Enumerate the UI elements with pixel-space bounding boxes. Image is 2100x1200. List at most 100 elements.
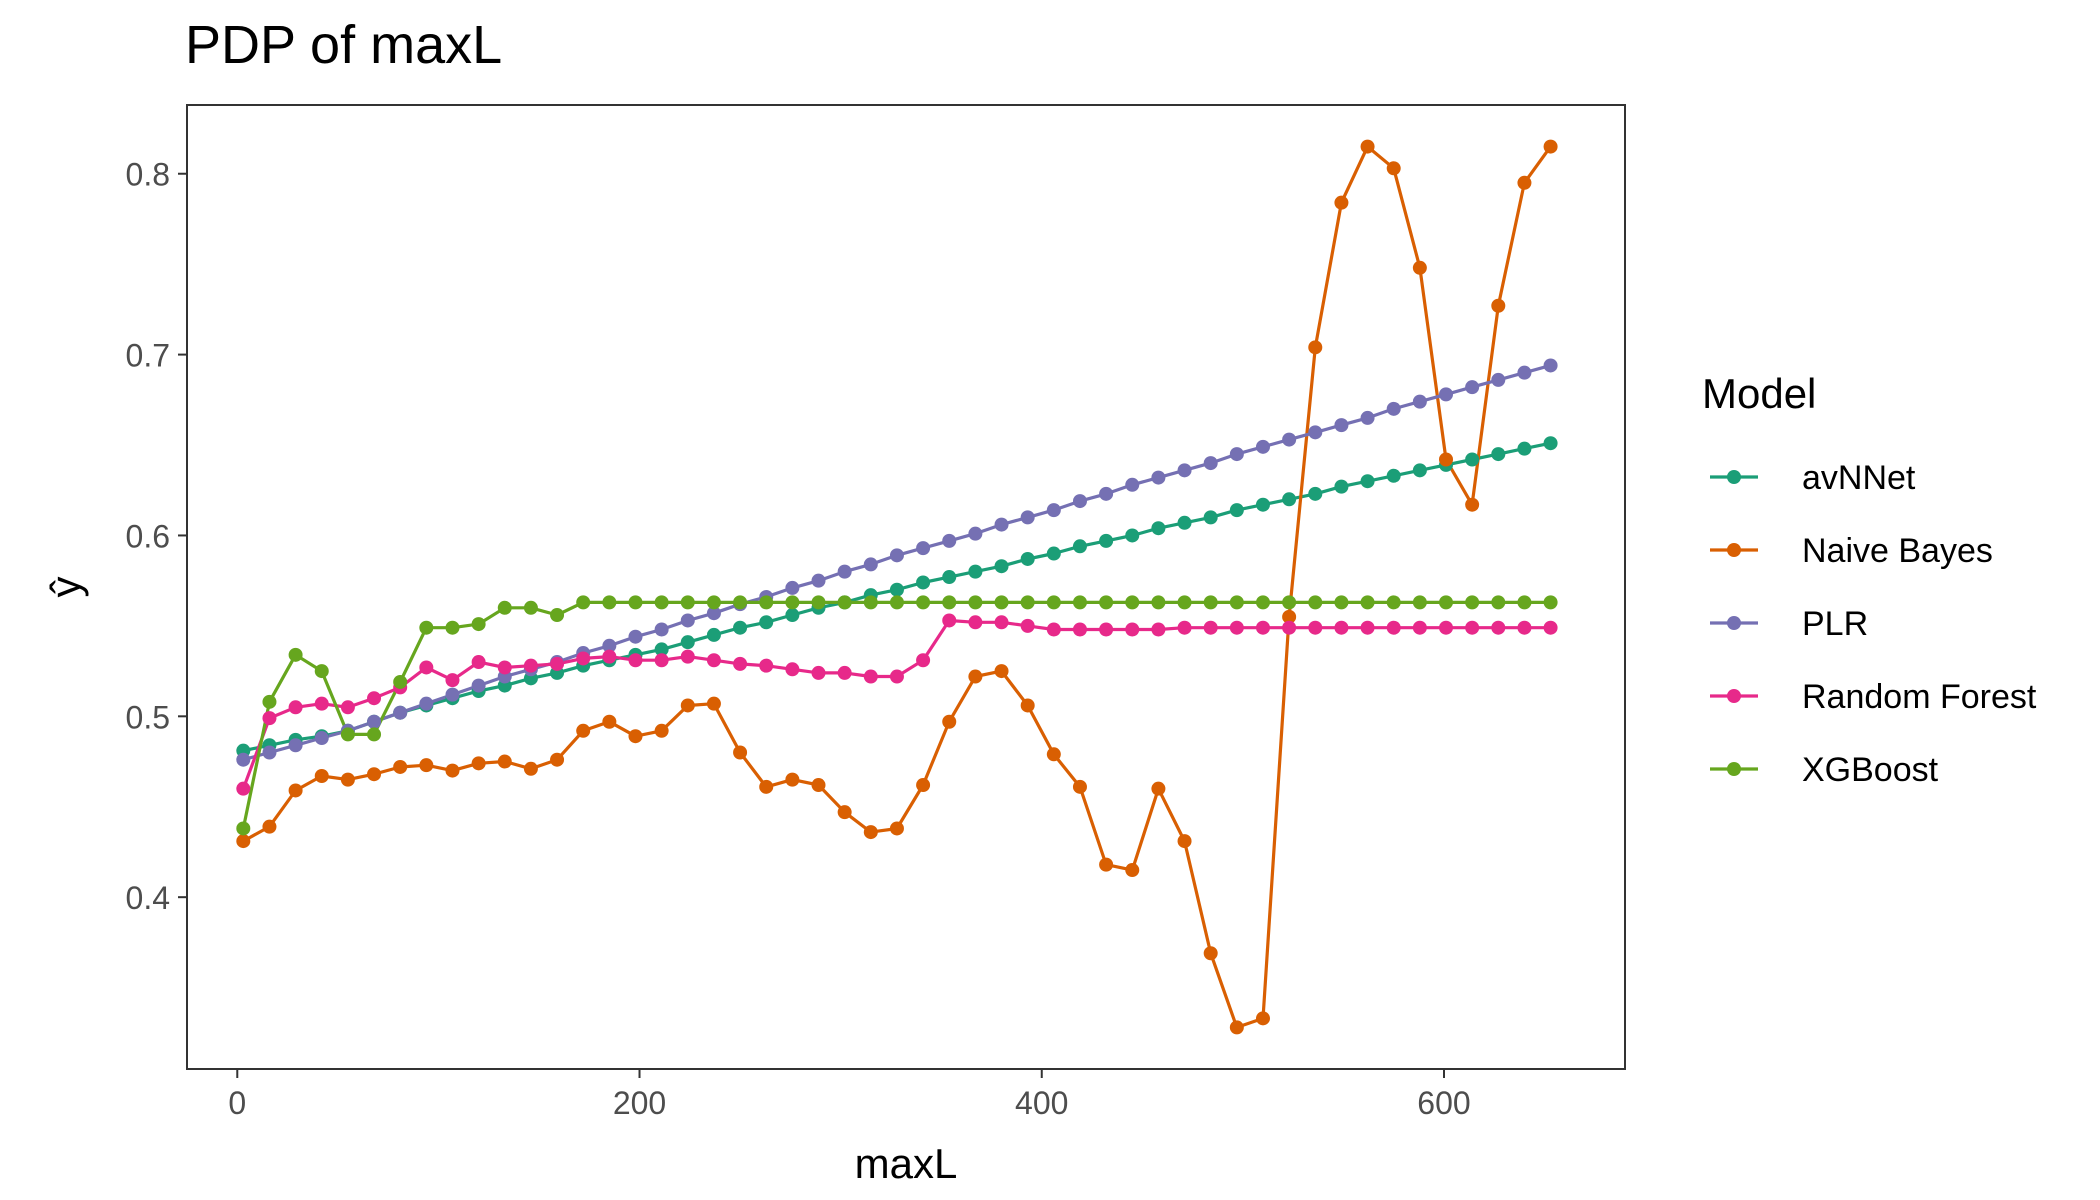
data-point-plr bbox=[1151, 470, 1166, 485]
data-point-random-forest bbox=[340, 700, 355, 715]
data-point-xgboost bbox=[288, 647, 303, 662]
data-point-naive-bayes bbox=[1203, 946, 1218, 961]
data-point-random-forest bbox=[1334, 620, 1349, 635]
series-line-random-forest bbox=[241, 618, 1551, 790]
data-point-avnnet bbox=[942, 570, 957, 585]
data-point-random-forest bbox=[1125, 622, 1140, 637]
data-point-naive-bayes bbox=[1543, 139, 1558, 154]
legend-key-point-plr bbox=[1727, 616, 1741, 630]
data-point-random-forest bbox=[1465, 620, 1480, 635]
data-point-plr bbox=[419, 696, 434, 711]
data-point-xgboost bbox=[1386, 595, 1401, 610]
data-point-avnnet bbox=[1282, 492, 1297, 507]
data-point-avnnet bbox=[680, 635, 695, 650]
data-point-random-forest bbox=[1412, 620, 1427, 635]
data-point-avnnet bbox=[1543, 436, 1558, 451]
data-point-xgboost bbox=[1072, 595, 1087, 610]
data-point-random-forest bbox=[1046, 622, 1061, 637]
data-point-avnnet bbox=[1151, 521, 1166, 536]
data-point-naive-bayes bbox=[445, 763, 460, 778]
data-point-avnnet bbox=[785, 608, 800, 623]
chart-title: PDP of maxL bbox=[185, 15, 503, 75]
data-point-plr bbox=[262, 745, 277, 760]
legend-key-point-naive-bayes bbox=[1727, 543, 1741, 557]
data-point-plr bbox=[654, 622, 669, 637]
data-point-xgboost bbox=[994, 595, 1009, 610]
data-point-naive-bayes bbox=[863, 825, 878, 840]
data-point-random-forest bbox=[994, 615, 1009, 630]
data-point-avnnet bbox=[1072, 539, 1087, 554]
data-point-plr bbox=[1491, 372, 1506, 387]
data-point-random-forest bbox=[968, 615, 983, 630]
data-point-xgboost bbox=[889, 595, 904, 610]
data-point-naive-bayes bbox=[1072, 779, 1087, 794]
data-point-plr bbox=[1543, 358, 1558, 373]
data-point-plr bbox=[811, 573, 826, 588]
data-point-xgboost bbox=[1229, 595, 1244, 610]
data-point-naive-bayes bbox=[1046, 747, 1061, 762]
data-point-random-forest bbox=[1543, 620, 1558, 635]
data-point-plr bbox=[837, 564, 852, 579]
data-point-random-forest bbox=[1020, 618, 1035, 633]
data-point-random-forest bbox=[1177, 620, 1192, 635]
data-point-avnnet bbox=[1177, 515, 1192, 530]
data-point-avnnet bbox=[1099, 533, 1114, 548]
data-point-xgboost bbox=[942, 595, 957, 610]
data-point-random-forest bbox=[706, 653, 721, 668]
data-point-random-forest bbox=[497, 660, 512, 675]
data-point-random-forest bbox=[837, 665, 852, 680]
data-point-plr bbox=[1046, 503, 1061, 518]
legend-label-random-forest: Random Forest bbox=[1802, 678, 2037, 716]
y-axis-tick-label: 0.7 bbox=[126, 338, 170, 374]
legend-label-xgboost: XGBoost bbox=[1802, 751, 1939, 789]
data-point-random-forest bbox=[523, 658, 538, 673]
data-point-random-forest bbox=[1491, 620, 1506, 635]
data-point-xgboost bbox=[628, 595, 643, 610]
data-point-plr bbox=[393, 705, 408, 720]
data-point-xgboost bbox=[1412, 595, 1427, 610]
data-point-xgboost bbox=[1308, 595, 1323, 610]
data-point-random-forest bbox=[811, 665, 826, 680]
x-axis-tick-label: 400 bbox=[1015, 1085, 1068, 1121]
data-point-naive-bayes bbox=[759, 779, 774, 794]
legend-title: Model bbox=[1702, 370, 1816, 417]
data-point-random-forest bbox=[916, 653, 931, 668]
data-point-naive-bayes bbox=[994, 664, 1009, 679]
data-point-naive-bayes bbox=[1229, 1020, 1244, 1035]
data-point-naive-bayes bbox=[1491, 298, 1506, 313]
data-point-avnnet bbox=[1412, 463, 1427, 478]
data-point-avnnet bbox=[1046, 546, 1061, 561]
data-point-naive-bayes bbox=[733, 745, 748, 760]
data-point-random-forest bbox=[288, 700, 303, 715]
data-point-random-forest bbox=[550, 656, 565, 671]
data-point-random-forest bbox=[1099, 622, 1114, 637]
data-point-plr bbox=[1308, 425, 1323, 440]
data-point-random-forest bbox=[471, 655, 486, 670]
data-point-random-forest bbox=[1308, 620, 1323, 635]
data-point-plr bbox=[1282, 432, 1297, 447]
data-point-avnnet bbox=[1308, 486, 1323, 501]
data-point-naive-bayes bbox=[1517, 175, 1532, 190]
data-point-xgboost bbox=[1046, 595, 1061, 610]
x-axis-title: maxL bbox=[855, 1140, 958, 1187]
data-point-naive-bayes bbox=[314, 769, 329, 784]
data-point-xgboost bbox=[1282, 595, 1297, 610]
legend-label-plr: PLR bbox=[1802, 605, 1868, 643]
data-point-naive-bayes bbox=[340, 772, 355, 787]
data-point-avnnet bbox=[1465, 452, 1480, 467]
data-point-naive-bayes bbox=[288, 783, 303, 798]
data-point-plr bbox=[968, 526, 983, 541]
data-point-random-forest bbox=[445, 673, 460, 688]
data-point-random-forest bbox=[1360, 620, 1375, 635]
data-point-naive-bayes bbox=[1177, 834, 1192, 849]
data-point-random-forest bbox=[1386, 620, 1401, 635]
data-point-xgboost bbox=[1255, 595, 1270, 610]
data-point-xgboost bbox=[706, 595, 721, 610]
data-point-plr bbox=[994, 517, 1009, 532]
data-point-plr bbox=[1229, 447, 1244, 462]
series-line-plr bbox=[242, 363, 1552, 762]
data-point-random-forest bbox=[785, 662, 800, 677]
data-point-naive-bayes bbox=[785, 772, 800, 787]
